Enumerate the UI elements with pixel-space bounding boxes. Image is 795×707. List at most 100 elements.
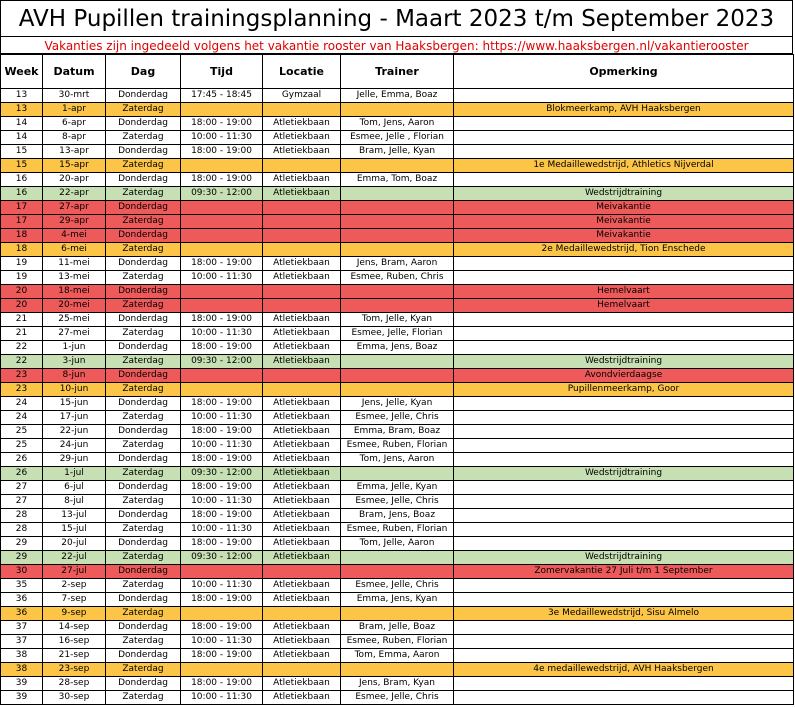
cell-locatie[interactable]: Atletiekbaan — [262, 116, 341, 131]
cell-trainer[interactable]: Tom, Jens, Aaron — [340, 116, 454, 131]
cell-locatie[interactable]: Atletiekbaan — [262, 312, 341, 327]
cell-locatie[interactable] — [262, 102, 341, 117]
cell-dag[interactable]: Donderdag — [105, 340, 181, 355]
cell-locatie[interactable]: Atletiekbaan — [262, 508, 341, 523]
cell-tijd[interactable]: 10:00 - 11:30 — [180, 522, 263, 537]
cell-trainer[interactable]: Jens, Bram, Kyan — [340, 676, 454, 691]
cell-tijd[interactable]: 18:00 - 19:00 — [180, 452, 263, 467]
column-header-opmerking[interactable]: Opmerking — [453, 54, 794, 89]
cell-dag[interactable]: Zaterdag — [105, 550, 181, 565]
cell-opmerking[interactable] — [453, 578, 794, 593]
cell-week[interactable]: 15 — [0, 158, 43, 173]
cell-opmerking[interactable] — [453, 88, 794, 103]
cell-trainer[interactable] — [340, 242, 454, 257]
cell-dag[interactable]: Donderdag — [105, 676, 181, 691]
cell-dag[interactable]: Donderdag — [105, 536, 181, 551]
cell-opmerking[interactable]: Meivakantie — [453, 200, 794, 215]
cell-tijd[interactable] — [180, 606, 263, 621]
cell-datum[interactable]: 22-apr — [42, 186, 106, 201]
cell-week[interactable]: 18 — [0, 242, 43, 257]
cell-datum[interactable]: 8-apr — [42, 130, 106, 145]
cell-week[interactable]: 19 — [0, 270, 43, 285]
cell-opmerking[interactable] — [453, 312, 794, 327]
cell-trainer[interactable] — [340, 550, 454, 565]
cell-opmerking[interactable]: 2e Medaillewedstrijd, Tion Enschede — [453, 242, 794, 257]
cell-opmerking[interactable] — [453, 326, 794, 341]
cell-tijd[interactable] — [180, 662, 263, 677]
cell-locatie[interactable]: Atletiekbaan — [262, 438, 341, 453]
cell-locatie[interactable] — [262, 228, 341, 243]
cell-dag[interactable]: Donderdag — [105, 648, 181, 663]
cell-tijd[interactable]: 10:00 - 11:30 — [180, 578, 263, 593]
cell-dag[interactable]: Donderdag — [105, 396, 181, 411]
cell-trainer[interactable]: Esmee, Jelle, Florian — [340, 326, 454, 341]
cell-opmerking[interactable]: Meivakantie — [453, 228, 794, 243]
cell-tijd[interactable]: 18:00 - 19:00 — [180, 144, 263, 159]
cell-tijd[interactable]: 09:30 - 12:00 — [180, 186, 263, 201]
cell-opmerking[interactable]: Blokmeerkamp, AVH Haaksbergen — [453, 102, 794, 117]
cell-trainer[interactable] — [340, 466, 454, 481]
cell-dag[interactable]: Zaterdag — [105, 158, 181, 173]
cell-locatie[interactable] — [262, 284, 341, 299]
cell-week[interactable]: 28 — [0, 522, 43, 537]
cell-datum[interactable]: 22-jun — [42, 424, 106, 439]
cell-locatie[interactable] — [262, 382, 341, 397]
cell-locatie[interactable]: Atletiekbaan — [262, 466, 341, 481]
column-header-locatie[interactable]: Locatie — [262, 54, 341, 89]
cell-opmerking[interactable] — [453, 270, 794, 285]
cell-opmerking[interactable] — [453, 676, 794, 691]
cell-dag[interactable]: Zaterdag — [105, 634, 181, 649]
cell-datum[interactable]: 2-sep — [42, 578, 106, 593]
cell-trainer[interactable]: Emma, Jens, Boaz — [340, 340, 454, 355]
cell-opmerking[interactable] — [453, 172, 794, 187]
cell-opmerking[interactable]: Wedstrijdtraining — [453, 550, 794, 565]
cell-trainer[interactable]: Bram, Jens, Boaz — [340, 508, 454, 523]
cell-locatie[interactable] — [262, 158, 341, 173]
cell-locatie[interactable]: Atletiekbaan — [262, 494, 341, 509]
cell-dag[interactable]: Donderdag — [105, 564, 181, 579]
cell-tijd[interactable]: 09:30 - 12:00 — [180, 354, 263, 369]
cell-week[interactable]: 13 — [0, 88, 43, 103]
cell-datum[interactable]: 21-sep — [42, 648, 106, 663]
cell-opmerking[interactable] — [453, 452, 794, 467]
cell-tijd[interactable]: 18:00 - 19:00 — [180, 536, 263, 551]
cell-datum[interactable]: 15-jun — [42, 396, 106, 411]
cell-locatie[interactable]: Atletiekbaan — [262, 354, 341, 369]
cell-datum[interactable]: 28-sep — [42, 676, 106, 691]
cell-trainer[interactable]: Jelle, Emma, Boaz — [340, 88, 454, 103]
cell-dag[interactable]: Donderdag — [105, 228, 181, 243]
cell-locatie[interactable]: Atletiekbaan — [262, 522, 341, 537]
cell-datum[interactable]: 27-jul — [42, 564, 106, 579]
cell-tijd[interactable]: 10:00 - 11:30 — [180, 690, 263, 705]
cell-tijd[interactable]: 18:00 - 19:00 — [180, 116, 263, 131]
cell-opmerking[interactable]: 3e Medaillewedstrijd, Sisu Almelo — [453, 606, 794, 621]
cell-dag[interactable]: Donderdag — [105, 200, 181, 215]
cell-datum[interactable]: 10-jun — [42, 382, 106, 397]
cell-opmerking[interactable]: 1e Medaillewedstrijd, Athletics Nijverda… — [453, 158, 794, 173]
cell-opmerking[interactable] — [453, 396, 794, 411]
cell-trainer[interactable]: Emma, Jens, Kyan — [340, 592, 454, 607]
cell-tijd[interactable]: 10:00 - 11:30 — [180, 130, 263, 145]
cell-tijd[interactable] — [180, 242, 263, 257]
cell-dag[interactable]: Zaterdag — [105, 102, 181, 117]
cell-trainer[interactable] — [340, 186, 454, 201]
cell-trainer[interactable] — [340, 662, 454, 677]
cell-dag[interactable]: Zaterdag — [105, 382, 181, 397]
cell-locatie[interactable]: Gymzaal — [262, 88, 341, 103]
cell-dag[interactable]: Donderdag — [105, 368, 181, 383]
cell-week[interactable]: 25 — [0, 438, 43, 453]
cell-opmerking[interactable] — [453, 438, 794, 453]
cell-datum[interactable]: 27-mei — [42, 326, 106, 341]
cell-locatie[interactable]: Atletiekbaan — [262, 648, 341, 663]
cell-tijd[interactable]: 09:30 - 12:00 — [180, 550, 263, 565]
cell-opmerking[interactable] — [453, 690, 794, 705]
cell-trainer[interactable] — [340, 284, 454, 299]
cell-dag[interactable]: Zaterdag — [105, 186, 181, 201]
cell-week[interactable]: 28 — [0, 508, 43, 523]
cell-dag[interactable]: Donderdag — [105, 592, 181, 607]
cell-datum[interactable]: 1-apr — [42, 102, 106, 117]
cell-trainer[interactable]: Esmee, Jelle , Florian — [340, 130, 454, 145]
cell-opmerking[interactable] — [453, 522, 794, 537]
cell-week[interactable]: 24 — [0, 410, 43, 425]
cell-opmerking[interactable] — [453, 256, 794, 271]
